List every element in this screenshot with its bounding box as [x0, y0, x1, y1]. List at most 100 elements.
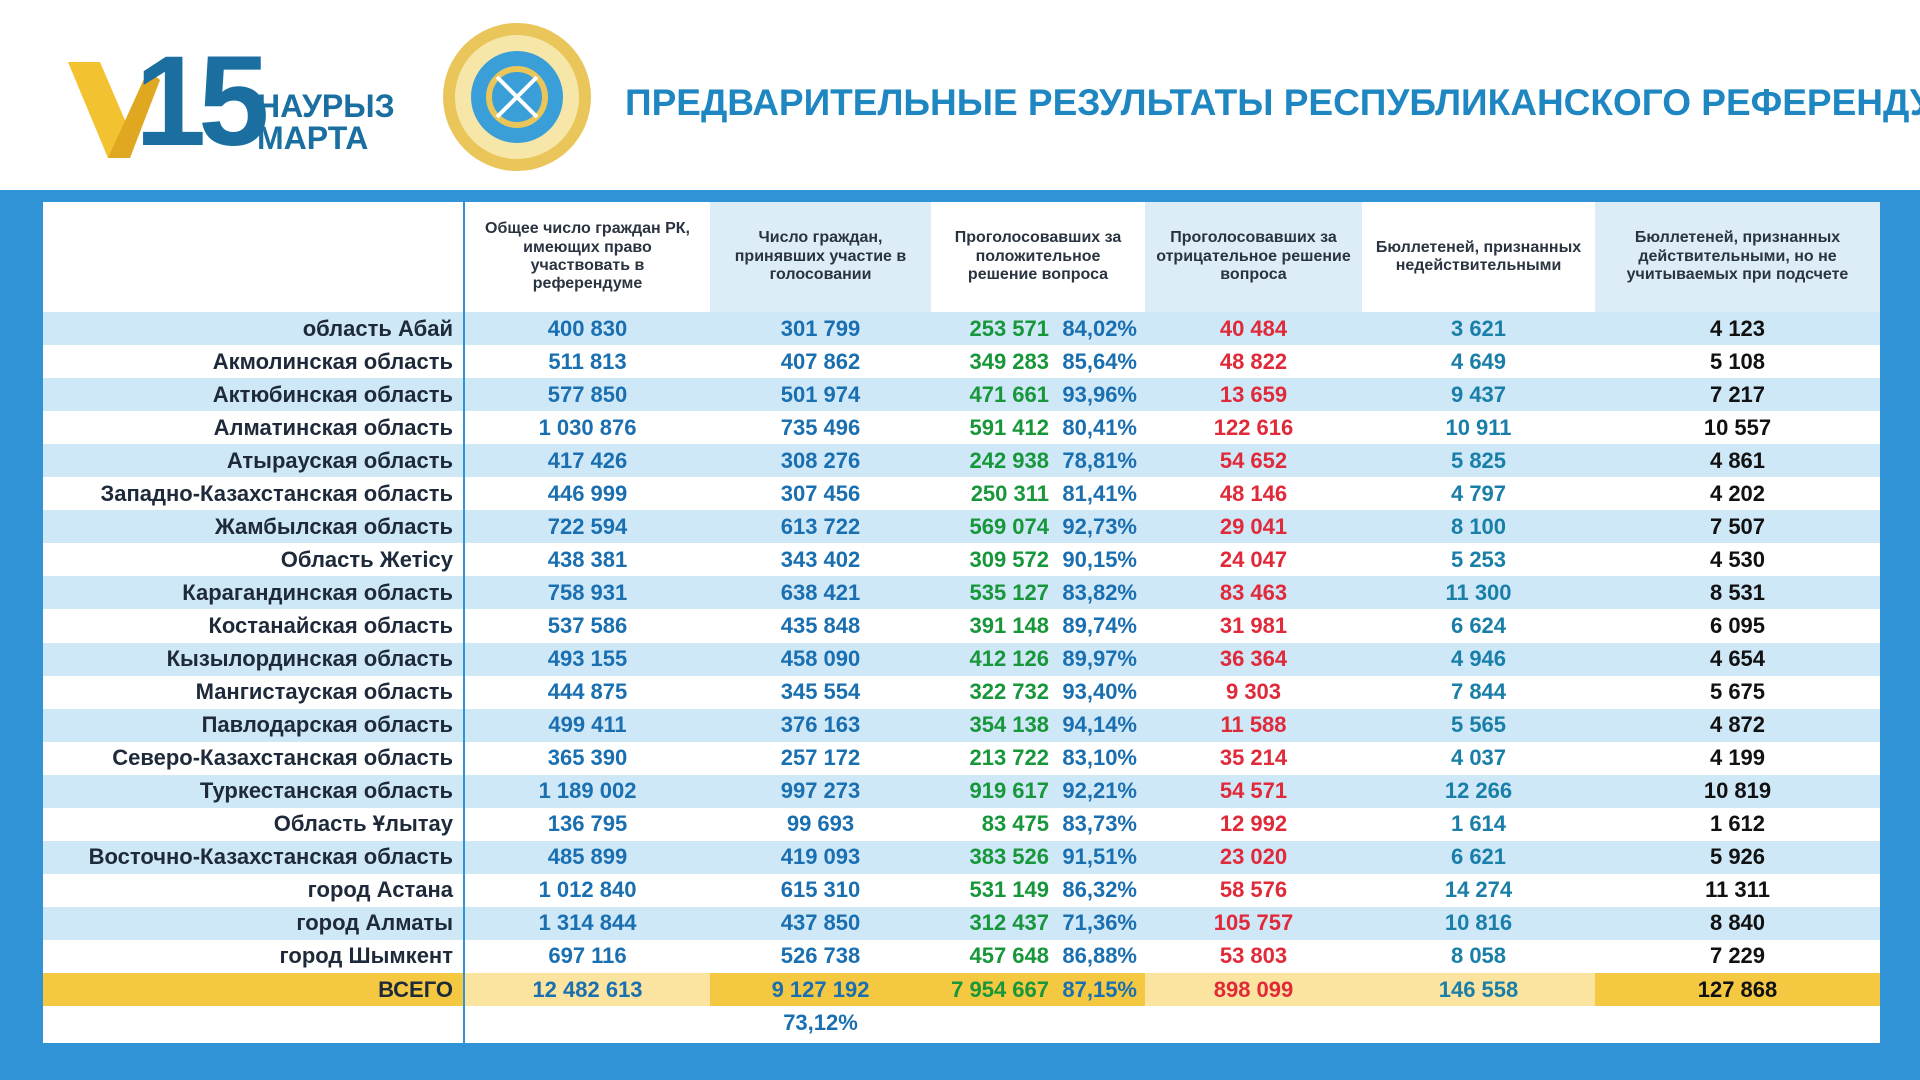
table-cell: 4 946: [1450, 646, 1507, 672]
row-bg: [1362, 444, 1595, 478]
table-cell: 11 311: [1705, 877, 1770, 903]
row-bg: [1145, 840, 1362, 874]
table-cell: город Алматы: [296, 910, 453, 936]
row-bg: [465, 906, 710, 940]
table-cell: 7 844: [1450, 679, 1507, 705]
table-cell: 89,74%: [1062, 612, 1137, 638]
row-bg: [710, 741, 931, 775]
row-bg: [710, 543, 931, 577]
table-cell: 242 938: [969, 447, 1049, 473]
row-bg: [1362, 873, 1595, 907]
table-cell: 400 830: [547, 315, 628, 341]
row-bg: [1595, 444, 1880, 478]
table-cell: 4 123: [1709, 315, 1766, 341]
table-cell: 615 310: [780, 877, 861, 903]
row-bg: [710, 807, 931, 841]
row-bg: [465, 411, 710, 445]
table-cell: 309 572: [969, 546, 1049, 572]
row-bg: [465, 675, 710, 709]
row-bg: [1362, 378, 1595, 412]
row-bg: [931, 444, 1145, 478]
table-cell: 213 722: [969, 745, 1049, 771]
logo-number: 15: [135, 30, 269, 173]
table-cell: 345 554: [780, 679, 861, 705]
table-cell: 71,36%: [1062, 910, 1137, 936]
row-bg: [465, 708, 710, 742]
table-cell: 48 146: [1219, 480, 1288, 506]
row-bg: [43, 708, 465, 742]
row-bg: [465, 939, 710, 973]
table-cell: 81,41%: [1062, 480, 1137, 506]
table-cell: 5 825: [1450, 447, 1507, 473]
table-cell: 36 364: [1219, 646, 1288, 672]
table-cell: 308 276: [780, 447, 861, 473]
row-bg: [1362, 609, 1595, 643]
column-header: Общее число граждан РК, имеющих право уч…: [465, 202, 710, 312]
table-cell: 4 861: [1709, 447, 1766, 473]
table-cell: 23 020: [1219, 844, 1288, 870]
row-bg: [710, 973, 931, 1007]
table-cell: Акмолинская область: [212, 348, 453, 374]
row-bg: [1595, 609, 1880, 643]
table-cell: 7 229: [1709, 943, 1766, 969]
row-bg: [1362, 510, 1595, 544]
row-bg: [465, 609, 710, 643]
table-cell: Алматинская область: [213, 414, 453, 440]
table-cell: Западно-Казахстанская область: [100, 480, 453, 506]
table-cell: 5 565: [1450, 712, 1507, 738]
table-cell: 4 202: [1709, 480, 1766, 506]
table-cell: Карагандинская область: [182, 579, 453, 605]
row-bg: [710, 312, 931, 346]
row-bg: [1145, 774, 1362, 808]
row-bg: [1595, 510, 1880, 544]
table-cell: 471 661: [969, 381, 1049, 407]
row-bg: [1145, 411, 1362, 445]
row-bg: [931, 312, 1145, 346]
column-header: Проголосовавших за отрицательное решение…: [1145, 202, 1362, 312]
table-cell: 444 875: [547, 679, 628, 705]
row-bg: [43, 873, 465, 907]
table-cell: 85,64%: [1062, 348, 1137, 374]
table-cell: 86,32%: [1062, 877, 1137, 903]
row-bg: [43, 411, 465, 445]
table-cell: 89,97%: [1062, 646, 1137, 672]
row-bg: [465, 378, 710, 412]
table-cell: город Шымкент: [279, 943, 453, 969]
table-cell: 569 074: [969, 513, 1049, 539]
row-bg: [931, 708, 1145, 742]
row-bg: [1145, 642, 1362, 676]
table-cell: 91,51%: [1062, 844, 1137, 870]
row-bg: [931, 477, 1145, 511]
table-cell: 485 899: [547, 844, 628, 870]
row-bg: [931, 675, 1145, 709]
table-cell: Жамбылская область: [214, 513, 453, 539]
table-cell: 29 041: [1219, 513, 1288, 539]
table-cell: 93,40%: [1062, 679, 1137, 705]
row-bg: [1145, 378, 1362, 412]
table-cell: Мангистауская область: [195, 679, 453, 705]
table-cell: 365 390: [547, 745, 628, 771]
column-header: Бюллетеней, признанных действительными, …: [1595, 202, 1880, 312]
row-bg: [465, 444, 710, 478]
row-bg: [710, 642, 931, 676]
table-cell: 94,14%: [1062, 712, 1137, 738]
table-cell: 3 621: [1450, 315, 1507, 341]
table-cell: Актюбинская область: [212, 381, 453, 407]
row-bg: [1145, 543, 1362, 577]
row-bg: [43, 939, 465, 973]
table-cell: 58 576: [1219, 877, 1288, 903]
row-bg: [931, 774, 1145, 808]
table-cell: 537 586: [547, 612, 628, 638]
participation-rate: 73,12%: [783, 1009, 858, 1035]
row-bg: [710, 576, 931, 610]
table-cell: 383 526: [969, 844, 1049, 870]
table-cell: 80,41%: [1062, 414, 1137, 440]
row-bg: [1595, 807, 1880, 841]
total-cell: 9 127 192: [771, 976, 870, 1002]
table-cell: город Астана: [307, 877, 453, 903]
row-bg: [1595, 576, 1880, 610]
table-cell: Северо-Казахстанская область: [112, 745, 453, 771]
row-bg: [710, 939, 931, 973]
table-cell: область Абай: [302, 315, 453, 341]
row-bg: [710, 378, 931, 412]
